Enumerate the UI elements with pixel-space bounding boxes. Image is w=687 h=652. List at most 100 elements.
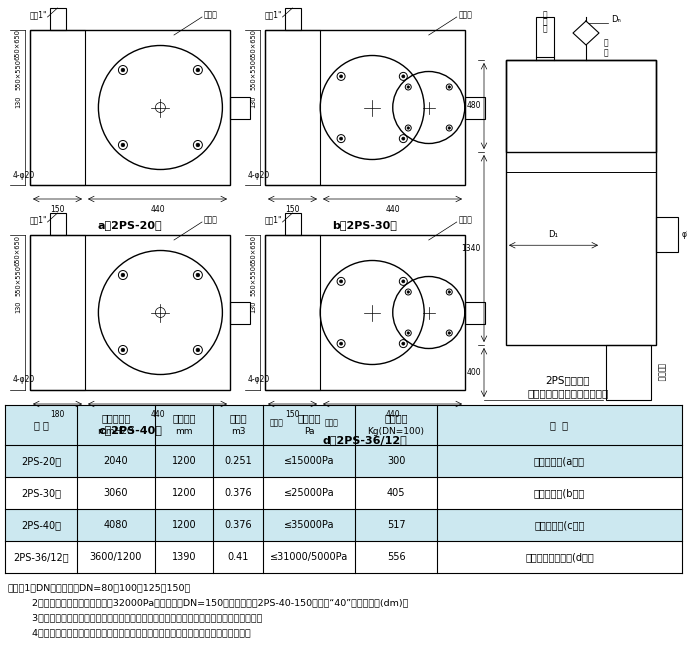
Circle shape [407,332,409,334]
Text: c、2PS-40型: c、2PS-40型 [98,425,162,435]
Circle shape [121,348,125,352]
Bar [265,235,320,390]
Text: 2、示例：煤气管道最大压力为32000Pa，接管通径DN=150，应选型号：2PS-40-150，其中“40”为水封高度(dm)。: 2、示例：煤气管道最大压力为32000Pa，接管通径DN=150，应选型号：2P… [8,598,408,607]
Text: 150: 150 [50,205,65,214]
Text: 双管四室高低压式(d图）: 双管四室高低压式(d图） [525,552,594,562]
Text: 550×550: 550×550 [15,59,21,91]
Text: mmH2O: mmH2O [98,428,135,436]
Text: 观察孔: 观察孔 [459,10,473,20]
Circle shape [339,75,343,78]
Bar [606,345,651,400]
Bar [284,8,300,30]
Text: D₁: D₁ [548,230,559,239]
Bar [5,509,682,541]
Bar [49,213,65,235]
Circle shape [121,68,125,72]
Text: 蒸: 蒸 [604,38,609,48]
Bar [465,301,485,323]
Text: 水容积: 水容积 [229,413,247,423]
Text: 水位高度: 水位高度 [172,413,196,423]
Text: 双管三室式(b图）: 双管三室式(b图） [534,488,585,498]
Text: 适用压力: 适用压力 [297,413,321,423]
Text: 低压侧: 低压侧 [325,418,339,427]
Text: 440: 440 [150,410,165,419]
Text: 150: 150 [285,410,300,419]
Text: 水封总高度: 水封总高度 [101,413,131,423]
Bar [265,30,320,185]
Circle shape [196,68,200,72]
Text: 冷: 冷 [543,10,548,19]
Text: 3、煤气管道工作压力超过表例数值的煤气管道冷凝水排水器，本公司可代为设计和制造。: 3、煤气管道工作压力超过表例数值的煤气管道冷凝水排水器，本公司可代为设计和制造。 [8,613,262,622]
Text: 440: 440 [385,410,400,419]
Circle shape [448,291,451,293]
Text: ≤31000/5000Pa: ≤31000/5000Pa [270,552,348,562]
Text: 0.376: 0.376 [224,520,252,530]
Text: 2PS型双管式: 2PS型双管式 [545,375,590,385]
Text: 接排水管: 接排水管 [656,363,665,382]
Circle shape [121,273,125,277]
Circle shape [448,126,451,129]
Text: 2PS-20型: 2PS-20型 [21,456,61,466]
Text: 556: 556 [387,552,405,562]
Text: 0.251: 0.251 [224,456,252,466]
Text: 0.376: 0.376 [224,488,252,498]
Text: 1200: 1200 [172,520,196,530]
Bar [5,541,682,573]
Circle shape [402,280,405,283]
Text: 观察孔: 观察孔 [204,216,218,224]
Text: 130: 130 [250,96,256,108]
Text: 480: 480 [466,102,481,110]
Text: 4-φ20: 4-φ20 [248,171,270,179]
Text: 130: 130 [15,301,21,313]
Text: Kg(DN=100): Kg(DN=100) [368,428,425,436]
Text: 4080: 4080 [104,520,128,530]
Text: 440: 440 [385,205,400,214]
Bar [265,30,465,185]
Text: 双管四室式(c图）: 双管四室式(c图） [534,520,585,530]
Text: 凝: 凝 [543,17,548,26]
Text: Pa: Pa [304,428,314,436]
Text: 3600/1200: 3600/1200 [90,552,142,562]
Bar [284,213,300,235]
Text: 650×650: 650×650 [250,235,256,265]
Text: ≤15000Pa: ≤15000Pa [284,456,335,466]
Text: 管帽1": 管帽1" [30,10,47,20]
Text: 3060: 3060 [104,488,128,498]
Text: 高压侧: 高压侧 [270,418,284,427]
Circle shape [407,291,409,293]
Bar [506,60,656,345]
Text: 130: 130 [250,301,256,313]
Text: 550×550: 550×550 [15,265,21,295]
Text: 650×650: 650×650 [15,235,21,265]
Bar [536,17,554,57]
Text: 2PS-40型: 2PS-40型 [21,520,61,530]
Text: 观察孔: 观察孔 [204,10,218,20]
Text: 参考质量: 参考质量 [384,413,408,423]
Text: φ89×4: φ89×4 [682,230,687,239]
Bar [230,301,250,323]
Text: 650×650: 650×650 [250,29,256,61]
Text: 650×650: 650×650 [15,29,21,61]
Bar [465,96,485,119]
Text: 180: 180 [50,410,65,419]
Bar [5,445,682,477]
Text: b、2PS-30型: b、2PS-30型 [333,220,398,230]
Text: 550×550: 550×550 [250,59,256,91]
Text: 517: 517 [387,520,405,530]
Circle shape [196,348,200,352]
Circle shape [402,342,405,345]
Text: 1200: 1200 [172,456,196,466]
Text: 型 号: 型 号 [34,420,49,430]
Text: 130: 130 [15,96,21,108]
Text: 汽: 汽 [604,48,609,57]
Bar [230,96,250,119]
Text: 说明：1、DN为接管径，DN=80，100，125，150；: 说明：1、DN为接管径，DN=80，100，125，150； [8,583,191,592]
Bar [5,477,682,509]
Circle shape [448,332,451,334]
Bar [49,8,65,30]
Text: a、2PS-20型: a、2PS-20型 [98,220,162,230]
Text: 1200: 1200 [172,488,196,498]
Circle shape [402,137,405,140]
Bar [506,60,656,152]
Text: 备  注: 备 注 [550,420,569,430]
